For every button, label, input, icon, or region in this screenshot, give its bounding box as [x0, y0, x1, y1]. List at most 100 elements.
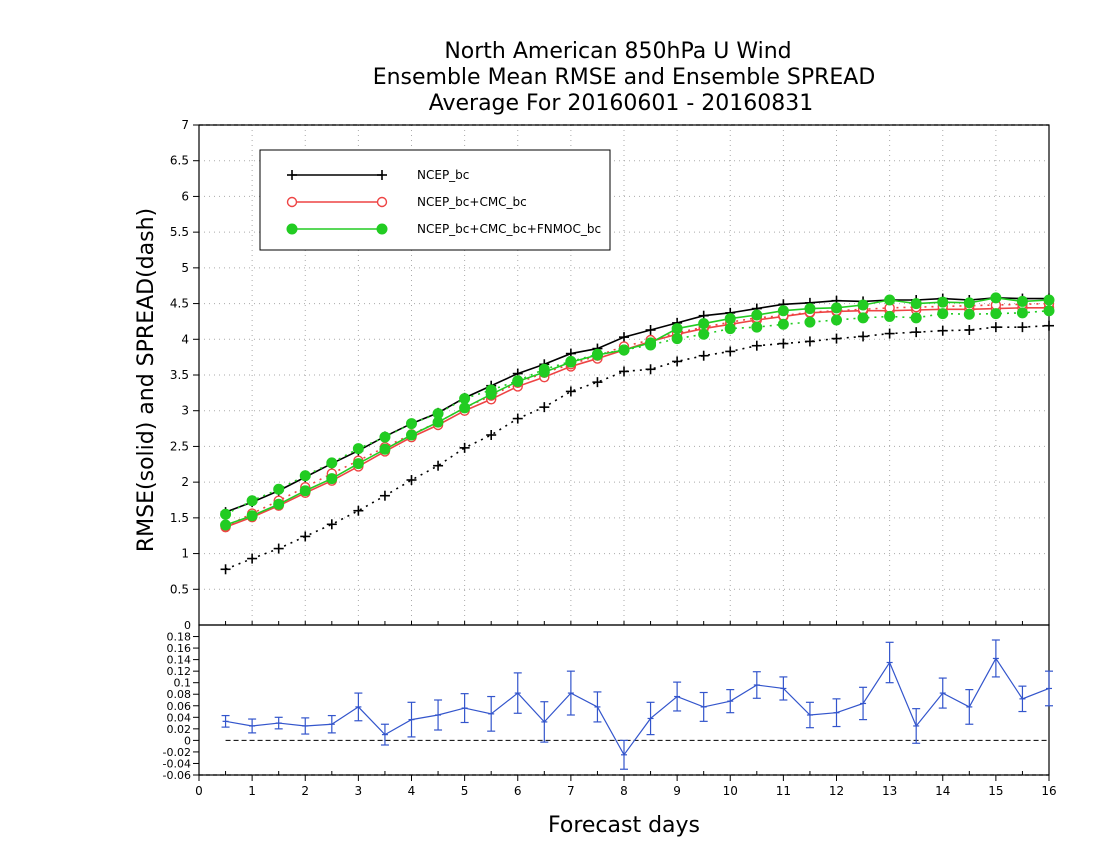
x-tick-label: 9 — [673, 784, 681, 798]
spread-point — [459, 442, 470, 453]
y-tick-label: 2.5 — [170, 439, 189, 453]
spread-point — [618, 344, 630, 356]
y2-tick-label: 0.14 — [167, 654, 192, 667]
error-bar — [593, 691, 602, 723]
rmse-point — [990, 292, 1002, 304]
spread-point — [406, 418, 417, 430]
spread-point — [512, 413, 523, 424]
spread-point — [1017, 322, 1028, 333]
chart-title: North American 850hPa U Wind Ensemble Me… — [373, 39, 876, 116]
spread-point — [591, 348, 603, 360]
rmse-point — [459, 402, 471, 414]
y-tick-label: 2 — [181, 475, 189, 489]
spread-point — [246, 495, 258, 507]
rmse-point — [273, 498, 285, 510]
error-bar — [965, 689, 974, 725]
error-bar — [301, 717, 310, 735]
spread-line — [225, 302, 1050, 528]
y-tick-label: 5 — [181, 261, 189, 275]
error-bar — [407, 701, 416, 738]
spread-point — [645, 339, 657, 351]
x-tick-label: 7 — [567, 784, 575, 798]
spread-point — [326, 457, 338, 469]
y-tick-label: 6.5 — [170, 154, 189, 168]
spread-point — [539, 402, 550, 413]
x-tick-label: 6 — [514, 784, 522, 798]
y2-tick-label: 0 — [184, 734, 191, 747]
error-bar — [434, 699, 443, 731]
x-tick-label: 0 — [195, 784, 203, 798]
error-bar — [673, 681, 682, 712]
error-bar — [327, 714, 336, 734]
rmse-point — [751, 309, 763, 321]
rmse-point — [698, 318, 710, 330]
error-bar — [779, 676, 788, 701]
y-axis-label: RMSE(solid) and SPREAD(dash) — [134, 208, 159, 552]
spread-point — [751, 340, 762, 351]
y-tick-label: 1.5 — [170, 511, 189, 525]
rmse-point — [406, 429, 417, 441]
spread-point — [565, 386, 576, 397]
y2-tick-label: 0.02 — [167, 723, 192, 736]
x-tick-label: 13 — [882, 784, 897, 798]
x-tick-label: 14 — [935, 784, 950, 798]
x-tick-label: 4 — [408, 784, 416, 798]
error-bar — [726, 689, 735, 714]
spread-point — [911, 327, 922, 338]
error-bar — [938, 677, 947, 709]
rmse-line — [225, 297, 1049, 513]
error-bar — [832, 698, 841, 728]
y2-tick-label: 0.06 — [167, 700, 192, 713]
legend-marker — [286, 196, 298, 208]
legend-marker — [286, 223, 298, 235]
y2-tick-label: 0.18 — [167, 631, 192, 644]
difference-panel: -0.06-0.04-0.0200.020.040.060.080.10.120… — [163, 619, 1057, 798]
spread-point — [300, 531, 311, 542]
error-bar — [646, 701, 655, 736]
spread-point — [831, 333, 842, 344]
x-tick-label: 12 — [829, 784, 844, 798]
spread-point — [857, 312, 869, 324]
y-tick-label: 1 — [181, 547, 189, 561]
y2-tick-label: 0.1 — [174, 677, 192, 690]
rmse-point — [1043, 294, 1055, 306]
legend-marker — [376, 196, 388, 208]
error-bar — [885, 641, 894, 684]
error-bar — [1018, 685, 1027, 713]
spread-point — [990, 308, 1002, 320]
rmse-point — [910, 298, 922, 310]
spread-point — [432, 408, 444, 420]
x-tick-label: 16 — [1041, 784, 1056, 798]
y-tick-label: 4.5 — [170, 297, 189, 311]
spread-point — [884, 310, 896, 322]
difference-series — [221, 639, 1053, 770]
rmse-point — [884, 294, 896, 306]
y-tick-label: 0.5 — [170, 582, 189, 596]
y-tick-label: 5.5 — [170, 225, 189, 239]
rmse-point — [619, 332, 629, 343]
spread-point — [619, 366, 629, 377]
x-tick-label: 2 — [301, 784, 309, 798]
spread-point — [778, 338, 789, 349]
error-bar — [752, 671, 761, 699]
legend-label: NCEP_bc+CMC_bc — [417, 195, 527, 209]
y2-tick-label: 0.08 — [167, 688, 192, 701]
rmse-point — [857, 299, 869, 311]
y2-tick-label: 0.12 — [167, 665, 192, 678]
error-bar — [620, 739, 628, 770]
legend: NCEP_bc NCEP_bc+CMC_bc NCEP_bc+CMC_bc+FNMO… — [259, 149, 611, 251]
error-bar — [912, 708, 921, 744]
error-bar — [513, 672, 522, 714]
y2-tick-label: -0.06 — [163, 769, 191, 782]
error-bar — [487, 695, 496, 732]
legend-label: NCEP_bc — [417, 168, 469, 182]
spread-point — [326, 519, 337, 530]
y-tick-label: 7 — [181, 118, 189, 132]
spread-point — [804, 316, 816, 328]
spread-point — [831, 314, 842, 326]
series-NCEP_bc+CMC_bc+FNMOC_bc — [220, 292, 1055, 531]
x-tick-label: 3 — [355, 784, 363, 798]
error-bar — [805, 701, 814, 729]
error-bar — [460, 693, 469, 724]
spread-point — [1044, 320, 1054, 331]
